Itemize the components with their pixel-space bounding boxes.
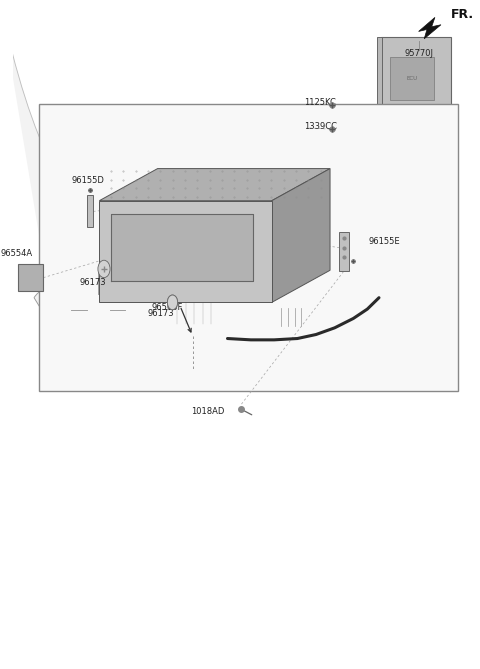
Bar bbox=[18, 264, 43, 291]
Bar bbox=[377, 37, 382, 140]
Polygon shape bbox=[190, 303, 228, 343]
Circle shape bbox=[168, 295, 178, 310]
Polygon shape bbox=[99, 169, 330, 201]
Bar bbox=[339, 232, 348, 271]
Polygon shape bbox=[99, 201, 272, 302]
Text: 1339CC: 1339CC bbox=[304, 122, 337, 131]
Bar bbox=[377, 138, 399, 146]
Bar bbox=[390, 57, 434, 100]
Text: FR.: FR. bbox=[451, 8, 474, 21]
Bar bbox=[175, 298, 214, 324]
Text: 1018AD: 1018AD bbox=[191, 407, 225, 416]
Polygon shape bbox=[419, 17, 441, 39]
Bar bbox=[132, 348, 162, 367]
Text: 96560F: 96560F bbox=[151, 302, 182, 312]
Bar bbox=[279, 306, 306, 328]
Text: 96554A: 96554A bbox=[1, 249, 33, 258]
Text: 1125KC: 1125KC bbox=[304, 98, 336, 107]
Bar bbox=[39, 104, 458, 391]
Text: 95770J: 95770J bbox=[404, 49, 433, 58]
Bar bbox=[87, 195, 93, 227]
FancyBboxPatch shape bbox=[168, 285, 226, 338]
PathPatch shape bbox=[43, 234, 346, 290]
Text: 96173: 96173 bbox=[148, 308, 175, 318]
Text: 96155D: 96155D bbox=[71, 176, 104, 185]
Circle shape bbox=[168, 295, 178, 310]
Text: 96173: 96173 bbox=[80, 278, 107, 287]
Bar bbox=[111, 214, 253, 281]
Polygon shape bbox=[272, 169, 330, 302]
PathPatch shape bbox=[34, 254, 353, 359]
Polygon shape bbox=[367, 298, 376, 321]
Text: ECU: ECU bbox=[406, 76, 418, 81]
Bar bbox=[381, 37, 451, 140]
Text: 96155E: 96155E bbox=[368, 237, 400, 246]
Circle shape bbox=[98, 260, 110, 278]
